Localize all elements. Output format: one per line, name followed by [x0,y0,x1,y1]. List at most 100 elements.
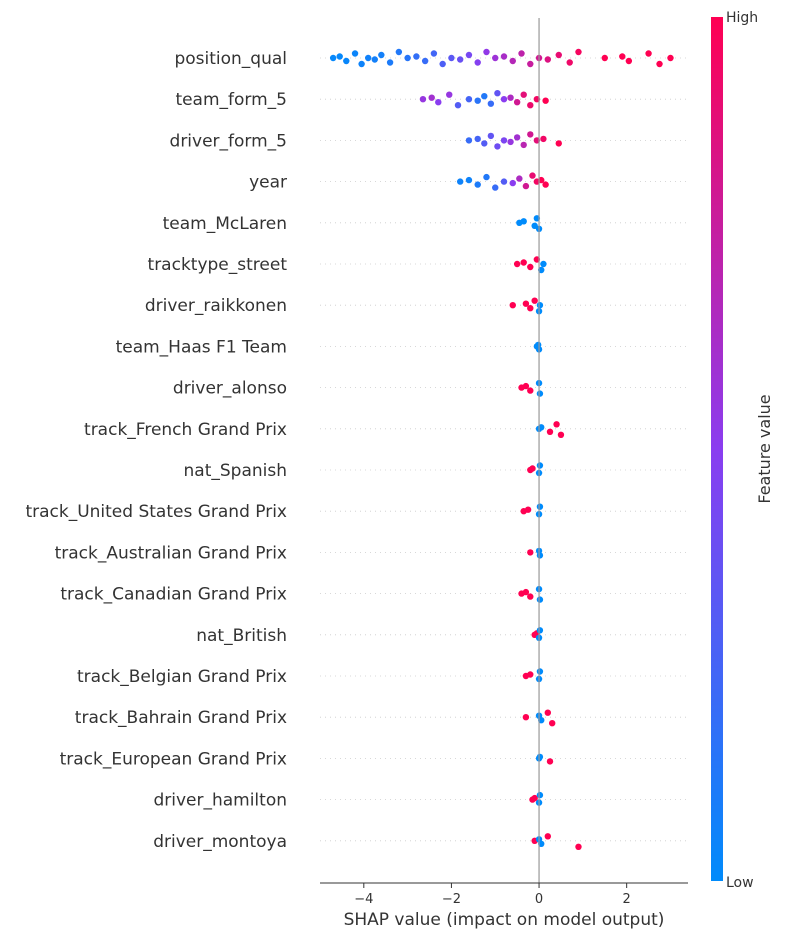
data-point [454,102,462,109]
data-point [536,503,544,510]
data-point [536,627,544,634]
data-point [404,54,411,62]
data-point [329,54,337,62]
data-point [625,57,633,65]
data-point [516,175,523,182]
data-point [500,137,508,144]
data-point [509,57,516,65]
data-point [656,60,663,68]
data-point [522,300,530,307]
data-point [540,135,547,143]
data-point [500,96,508,103]
feature-label: track_Bahrain Grand Prix [75,708,287,728]
data-point [513,260,521,268]
data-point [531,297,538,304]
data-point [527,263,534,271]
data-point [548,720,556,727]
data-point [435,99,442,106]
data-point [483,173,490,181]
data-point [421,57,429,65]
feature-label: nat_British [196,626,287,646]
feature-label: driver_raikkonen [145,296,287,316]
data-point [527,671,534,678]
data-point [619,53,626,60]
data-point [492,184,499,191]
data-point [371,56,378,63]
data-point [494,90,501,97]
x-tick-label: 0 [535,892,543,907]
colorbar-low-label: Low [726,875,754,891]
data-point [513,134,521,141]
feature-label: driver_form_5 [170,131,287,151]
feature-label: track_European Grand Prix [60,749,287,769]
data-point [465,176,473,184]
feature-label: team_Haas F1 Team [116,337,287,357]
data-point [522,182,530,190]
data-point [487,100,495,107]
data-point [527,60,534,68]
data-point [358,60,365,68]
data-point [536,552,544,559]
data-point [428,94,435,101]
data-point [500,53,508,60]
feature-label: team_form_5 [175,90,287,110]
feature-label: track_French Grand Prix [84,420,287,440]
data-point [492,54,499,62]
data-point [536,668,544,675]
data-point [487,132,495,140]
data-point [474,97,481,104]
data-point [522,714,530,721]
feature-label: driver_alonso [173,379,287,399]
data-point [546,428,554,435]
data-point [465,96,473,103]
data-point [524,506,532,513]
data-point [481,93,488,100]
data-point [527,102,534,109]
colorbar-title: Feature value [755,394,774,503]
data-point [536,462,544,469]
feature-label: year [249,173,287,193]
x-tick-label: 2 [623,892,631,907]
data-point [536,753,544,761]
data-point [439,60,446,68]
colorbar: High Low Feature value [711,10,774,891]
data-point [527,131,534,138]
data-point [378,51,385,59]
data-points [329,48,674,850]
x-tick-label: −2 [442,892,461,907]
data-point [542,181,549,188]
data-point [419,96,427,103]
data-point [413,53,420,60]
data-point [494,143,501,150]
data-point [566,59,573,66]
data-point [522,382,530,390]
data-point [601,54,608,62]
data-point [522,588,530,596]
data-point [448,54,455,62]
data-point [555,51,562,59]
feature-rows: position_qual team_form_5 driver_form_5yea… [25,49,688,852]
feature-label: team_McLaren [163,214,287,234]
data-point [395,48,403,56]
data-point [483,48,490,56]
data-point [500,178,508,185]
data-point [474,181,481,188]
data-point [456,56,464,63]
colorbar-high-label: High [726,10,758,26]
data-point [351,50,359,57]
data-point [520,141,527,149]
data-point [536,596,544,603]
feature-label: track_United States Grand Prix [25,502,287,522]
data-point [540,260,547,268]
data-point [536,302,544,309]
data-point [520,218,527,225]
data-point [542,97,549,104]
data-point [456,178,464,185]
feature-label: driver_hamilton [153,791,287,811]
data-point [529,465,536,472]
data-point [509,302,516,309]
feature-label: track_Belgian Grand Prix [77,667,287,687]
data-point [536,390,544,397]
data-point [343,57,350,65]
